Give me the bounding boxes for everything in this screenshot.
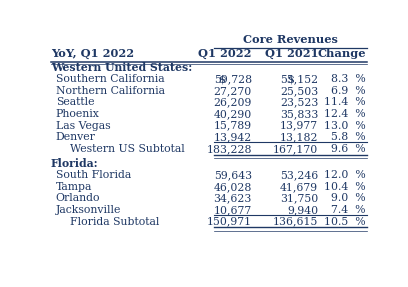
Text: 13,977: 13,977 bbox=[280, 121, 318, 131]
Text: 35,833: 35,833 bbox=[280, 109, 318, 119]
Text: 10.5  %: 10.5 % bbox=[324, 217, 366, 226]
Text: 150,971: 150,971 bbox=[207, 217, 252, 226]
Text: 8.3  %: 8.3 % bbox=[331, 74, 366, 84]
Text: 13,942: 13,942 bbox=[213, 132, 252, 142]
Text: 53,246: 53,246 bbox=[280, 170, 318, 180]
Text: 11.4  %: 11.4 % bbox=[324, 97, 366, 107]
Text: $: $ bbox=[218, 74, 225, 84]
Text: 55,152: 55,152 bbox=[280, 74, 318, 84]
Text: 31,750: 31,750 bbox=[280, 193, 318, 203]
Text: 12.4  %: 12.4 % bbox=[324, 109, 366, 119]
Text: 26,209: 26,209 bbox=[213, 97, 252, 107]
Text: Q1 2022: Q1 2022 bbox=[198, 48, 252, 59]
Text: 7.4  %: 7.4 % bbox=[331, 205, 366, 215]
Text: Tampa: Tampa bbox=[56, 182, 92, 192]
Text: Core Revenues: Core Revenues bbox=[243, 34, 338, 45]
Text: South Florida: South Florida bbox=[56, 170, 131, 180]
Text: 59,728: 59,728 bbox=[214, 74, 252, 84]
Text: 6.9  %: 6.9 % bbox=[331, 86, 366, 96]
Text: 10,677: 10,677 bbox=[213, 205, 252, 215]
Text: 25,503: 25,503 bbox=[280, 86, 318, 96]
Text: 34,623: 34,623 bbox=[213, 193, 252, 203]
Text: Seattle: Seattle bbox=[56, 97, 94, 107]
Text: Orlando: Orlando bbox=[56, 193, 100, 203]
Text: Q1 2021: Q1 2021 bbox=[264, 48, 318, 59]
Text: Florida:: Florida: bbox=[51, 158, 99, 169]
Text: Western US Subtotal: Western US Subtotal bbox=[56, 144, 184, 154]
Text: Las Vegas: Las Vegas bbox=[56, 121, 111, 131]
Text: 13,182: 13,182 bbox=[280, 132, 318, 142]
Text: 136,615: 136,615 bbox=[273, 217, 318, 226]
Text: YoY, Q1 2022: YoY, Q1 2022 bbox=[51, 48, 134, 59]
Text: 41,679: 41,679 bbox=[280, 182, 318, 192]
Text: 10.4  %: 10.4 % bbox=[324, 182, 366, 192]
Text: 167,170: 167,170 bbox=[273, 144, 318, 154]
Text: Denver: Denver bbox=[56, 132, 95, 142]
Text: 27,270: 27,270 bbox=[213, 86, 252, 96]
Text: 9,940: 9,940 bbox=[287, 205, 318, 215]
Text: 15,789: 15,789 bbox=[214, 121, 252, 131]
Text: 9.0  %: 9.0 % bbox=[331, 193, 366, 203]
Text: Northern California: Northern California bbox=[56, 86, 165, 96]
Text: Jacksonville: Jacksonville bbox=[56, 205, 121, 215]
Text: $: $ bbox=[288, 74, 295, 84]
Text: 12.0  %: 12.0 % bbox=[324, 170, 366, 180]
Text: 23,523: 23,523 bbox=[280, 97, 318, 107]
Text: 9.6  %: 9.6 % bbox=[331, 144, 366, 154]
Text: 13.0  %: 13.0 % bbox=[324, 121, 366, 131]
Text: Southern California: Southern California bbox=[56, 74, 164, 84]
Text: Phoenix: Phoenix bbox=[56, 109, 100, 119]
Text: 46,028: 46,028 bbox=[213, 182, 252, 192]
Text: 5.8  %: 5.8 % bbox=[331, 132, 366, 142]
Text: Florida Subtotal: Florida Subtotal bbox=[56, 217, 159, 226]
Text: Change: Change bbox=[317, 48, 366, 59]
Text: 59,643: 59,643 bbox=[214, 170, 252, 180]
Text: 40,290: 40,290 bbox=[213, 109, 252, 119]
Text: 183,228: 183,228 bbox=[206, 144, 252, 154]
Text: Western United States:: Western United States: bbox=[51, 62, 192, 73]
